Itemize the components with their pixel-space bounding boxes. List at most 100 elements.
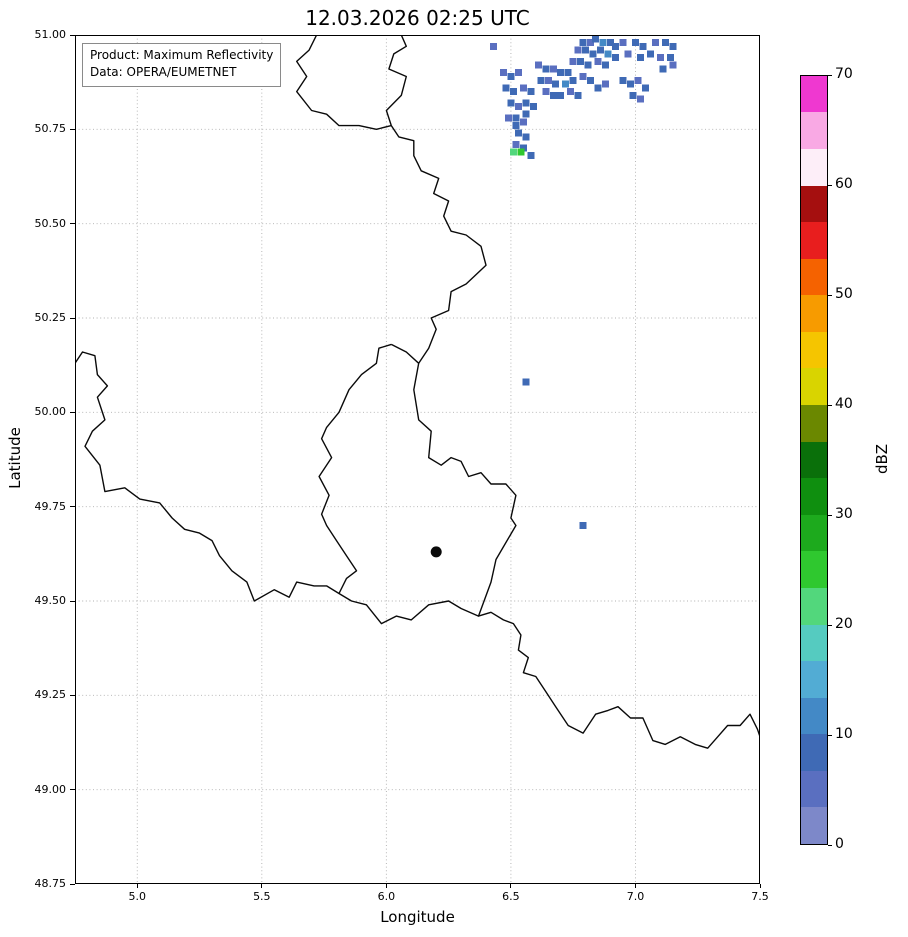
colorbar-label: dBZ [873, 443, 891, 475]
border-germany-netherlands [385, 35, 407, 126]
radar-echo-cell [669, 61, 677, 69]
radar-echo-cell [624, 50, 632, 58]
radar-echo-cell [582, 46, 590, 54]
colorbar-segment [801, 295, 827, 332]
colorbar-segment [801, 75, 827, 113]
border-belgium-germany [390, 125, 487, 364]
radar-echo-cell [522, 99, 530, 107]
colorbar-tick-mark [828, 404, 832, 406]
y-tick-label: 50.75 [34, 122, 67, 136]
x-axis-label: Longitude [380, 908, 455, 926]
radar-echo-cell [612, 42, 619, 50]
radar-echo-cell [632, 39, 639, 46]
radar-echo-cell [509, 148, 517, 156]
radar-echo-cell [602, 61, 610, 69]
y-tick-mark [70, 128, 75, 130]
colorbar-tick-mark [828, 734, 832, 736]
radar-echo-cell [656, 54, 664, 62]
border-luxembourg [318, 343, 517, 625]
radar-echo-cell [589, 50, 597, 58]
x-tick-mark [136, 884, 138, 888]
colorbar-tick-mark [828, 294, 832, 296]
colorbar-segment [801, 331, 827, 369]
colorbar-tick-mark [828, 184, 832, 186]
y-tick-mark [70, 223, 75, 225]
radar-echo-cell [519, 144, 527, 152]
colorbar-segment [801, 661, 827, 698]
radar-echo-cell [641, 84, 649, 92]
radar-echo-cell [549, 91, 557, 99]
info-box: Product: Maximum Reflectivity Data: OPER… [82, 43, 282, 87]
radar-echo-cell [490, 42, 497, 50]
radar-echo-cell [514, 129, 522, 137]
radar-echo-cell [587, 39, 595, 46]
colorbar-segment [801, 222, 827, 259]
radar-echo-cell [567, 88, 575, 96]
colorbar-tick-mark [828, 74, 832, 76]
radar-echo-cell [574, 46, 582, 54]
radar-echo-cell [579, 39, 587, 46]
radar-echo-cell [574, 91, 582, 99]
colorbar-tick-label: 20 [835, 616, 853, 632]
y-tick-label: 50.50 [34, 216, 67, 230]
y-tick-mark [70, 34, 75, 36]
radar-echo-cell [507, 99, 515, 107]
colorbar-segment [801, 807, 827, 844]
colorbar-segment [801, 624, 827, 662]
radar-echo-cell [522, 133, 530, 141]
y-axis-label: Latitude [6, 427, 24, 489]
radar-echo-cell [562, 80, 570, 88]
radar-echo-cell [594, 57, 602, 65]
colorbar-tick-label: 0 [835, 836, 844, 852]
radar-echo-cell [619, 39, 627, 46]
radar-echo-cell [584, 61, 592, 69]
radar-echo-cell [542, 88, 550, 96]
radar-echo-cell [549, 65, 557, 73]
colorbar-segment [801, 368, 827, 406]
radar-echo-cell [517, 148, 525, 156]
y-tick-label: 50.00 [34, 405, 67, 419]
x-tick-mark [261, 884, 263, 888]
colorbar-segment [801, 770, 827, 808]
radar-echo-cell [602, 80, 610, 88]
radar-echo-cell [512, 114, 520, 122]
border-belgium-netherlands [296, 35, 392, 130]
radar-echo-cell [542, 65, 550, 73]
x-tick-label: 7.5 [751, 890, 769, 903]
colorbar-segment [801, 514, 827, 552]
colorbar-segment [801, 478, 827, 515]
colorbar-segment [801, 697, 827, 735]
radar-echo-cell [577, 57, 585, 65]
colorbar-segment [801, 185, 827, 223]
y-tick-label: 51.00 [34, 28, 67, 41]
radar-echo-cell [597, 46, 605, 54]
colorbar-tick-mark [828, 624, 832, 626]
y-tick-mark [70, 600, 75, 602]
radar-echo-cell [587, 76, 595, 84]
border-france-belgium [75, 351, 340, 602]
station-marker [430, 546, 442, 558]
radar-echo-cell [604, 50, 612, 58]
y-tick-label: 50.25 [34, 311, 67, 324]
radar-echo-cell [569, 76, 577, 84]
radar-echo-cell [527, 152, 535, 160]
radar-echo-cell [514, 69, 522, 77]
radar-echo-cell [612, 54, 619, 62]
radar-echo-cell [557, 69, 565, 77]
x-tick-mark [385, 884, 387, 888]
colorbar-segment [801, 258, 827, 296]
radar-echo-cell [669, 42, 677, 50]
radar-echo-cell [499, 69, 507, 77]
colorbar-segment [801, 551, 827, 588]
radar-echo-cell [599, 39, 607, 46]
x-tick-label: 7.0 [626, 890, 645, 903]
colorbar-segment [801, 734, 827, 771]
radar-echo-cell [552, 80, 560, 88]
radar-echo-cell [666, 54, 674, 62]
radar-echo-cell [627, 80, 634, 88]
radar-echo-cell [607, 39, 614, 46]
x-tick-label: 6.5 [502, 890, 520, 903]
y-tick-label: 49.25 [34, 688, 67, 702]
plot-area: Product: Maximum Reflectivity Data: OPER… [75, 35, 760, 884]
